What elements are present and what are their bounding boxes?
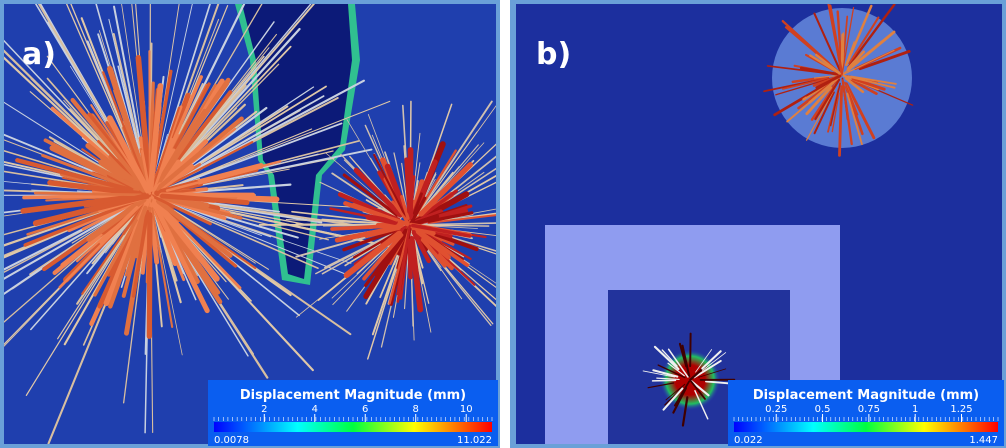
legend-title: Displacement Magnitude (mm) (753, 388, 979, 403)
range-max: 11.022 (457, 435, 492, 446)
tick-label: 2 (261, 404, 267, 415)
tick-label: 0.75 (858, 404, 880, 415)
colorbar (734, 422, 998, 432)
arrow (35, 193, 140, 195)
tick-label: 0.25 (765, 404, 787, 415)
tick-label: 6 (362, 404, 368, 415)
range-min: 0.0078 (214, 435, 249, 446)
tick-label: 0.5 (815, 404, 831, 415)
arrow (406, 160, 409, 212)
tick-label: 4 (312, 404, 318, 415)
tick-label: 1.25 (950, 404, 972, 415)
tick-label: 10 (460, 404, 473, 415)
range-max: 1.447 (969, 435, 998, 446)
arrow (843, 33, 844, 60)
tick-label: 1 (912, 404, 918, 415)
panel-a (0, 0, 556, 444)
range-min: 0.022 (734, 435, 763, 446)
legend-title: Displacement Magnitude (mm) (240, 388, 466, 403)
colorbar (214, 422, 492, 432)
tick-label: 8 (413, 404, 419, 415)
arrow (149, 215, 150, 336)
figure: a)Displacement Magnitude (mm)2468100.007… (0, 0, 1006, 448)
panel-label: a) (22, 37, 56, 72)
arrow (653, 380, 676, 381)
panel-label: b) (536, 37, 571, 72)
